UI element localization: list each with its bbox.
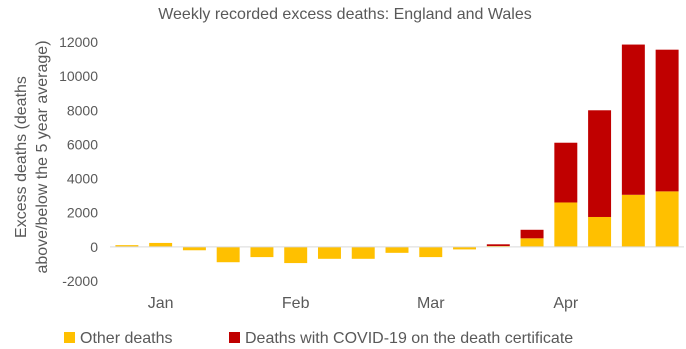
y-axis-title-line-2: above/below the 5 year average) [34, 40, 51, 273]
bar-other-deaths [419, 246, 443, 258]
legend-swatch-other-deaths [64, 332, 75, 343]
bar-other-deaths [250, 246, 274, 258]
bar-other-deaths [385, 246, 409, 253]
y-tick-label: 2000 [67, 205, 98, 221]
y-tick-label: 4000 [67, 171, 98, 187]
x-month-label: Feb [282, 295, 310, 312]
bar-other-deaths [351, 246, 375, 259]
bar-other-deaths [621, 194, 645, 247]
y-tick-label: 12000 [59, 34, 98, 50]
bar-other-deaths [554, 202, 578, 247]
bar-other-deaths [520, 238, 544, 247]
bars [115, 44, 679, 264]
y-axis-title: Excess deaths (deaths above/below the 5 … [13, 40, 51, 273]
x-month-label: Mar [417, 295, 445, 312]
bar-covid-deaths [655, 49, 679, 192]
y-tick-label: 0 [90, 239, 98, 255]
y-axis-title-line-1: Excess deaths (deaths [13, 76, 30, 238]
bar-other-deaths [655, 191, 679, 247]
bar-other-deaths [216, 246, 240, 263]
legend-swatch-covid-deaths [229, 332, 240, 343]
bar-other-deaths [149, 242, 173, 247]
bar-other-deaths [453, 246, 477, 250]
bar-covid-deaths [486, 244, 510, 247]
bar-other-deaths [182, 246, 206, 251]
y-tick-label: 10000 [59, 68, 98, 84]
bar-other-deaths [115, 245, 139, 247]
bar-covid-deaths [520, 229, 544, 239]
bar-covid-deaths [588, 110, 612, 217]
bar-other-deaths [588, 216, 612, 247]
chart-title: Weekly recorded excess deaths: England a… [158, 6, 532, 23]
y-axis-ticks: -2000 0 2000 4000 6000 8000 10000 12000 [59, 34, 98, 289]
y-tick-label: -2000 [62, 273, 98, 289]
x-axis-month-labels: Jan Feb Mar Apr [148, 295, 579, 312]
legend-label-other-deaths: Other deaths [80, 330, 173, 347]
bar-other-deaths [317, 246, 341, 259]
legend-label-covid-deaths: Deaths with COVID-19 on the death certif… [245, 330, 573, 347]
bar-covid-deaths [621, 44, 645, 195]
x-month-label: Jan [148, 295, 174, 312]
x-month-label: Apr [553, 295, 579, 312]
y-tick-label: 8000 [67, 102, 98, 118]
y-tick-label: 6000 [67, 136, 98, 152]
bar-covid-deaths [554, 142, 578, 203]
legend: Other deaths Deaths with COVID-19 on the… [64, 330, 573, 347]
bar-other-deaths [284, 246, 308, 264]
